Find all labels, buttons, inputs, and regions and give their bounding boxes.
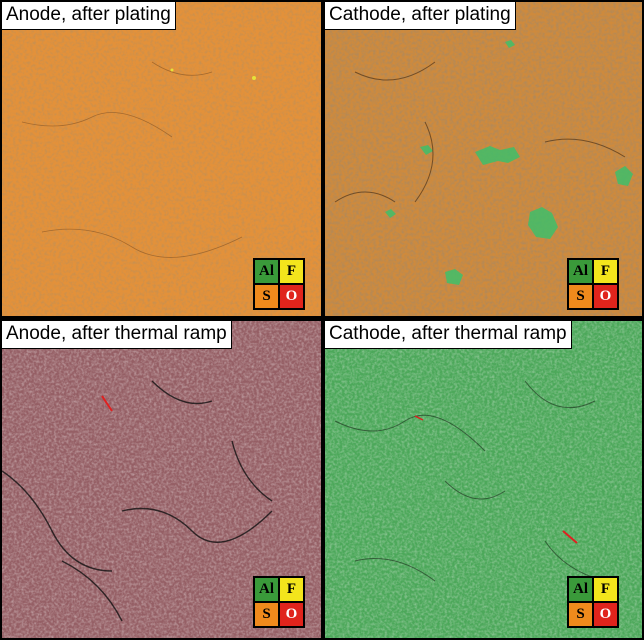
legend-cell-f: F [280, 260, 303, 283]
panel-title: Anode, after plating [2, 2, 176, 30]
element-legend: Al F S O [567, 576, 619, 628]
legend-cell-o: O [280, 603, 303, 626]
legend-cell-s: S [569, 285, 592, 308]
panel-cathode-after-thermal-ramp: Cathode, after thermal ramp Al F S O [325, 321, 642, 638]
legend-cell-s: S [255, 603, 278, 626]
micrograph-image [2, 2, 321, 316]
legend-cell-o: O [594, 285, 617, 308]
legend-cell-f: F [280, 578, 303, 601]
element-legend: Al F S O [253, 576, 305, 628]
panel-anode-after-plating: Anode, after plating Al F S O [2, 2, 321, 316]
legend-cell-o: O [280, 285, 303, 308]
legend-cell-al: Al [255, 260, 278, 283]
panel-title: Cathode, after plating [325, 2, 516, 30]
panel-anode-after-thermal-ramp: Anode, after thermal ramp Al F S O [2, 321, 321, 638]
legend-cell-f: F [594, 260, 617, 283]
legend-cell-al: Al [569, 260, 592, 283]
panel-title: Cathode, after thermal ramp [325, 321, 572, 349]
panel-cathode-after-plating: Cathode, after plating Al F S O [325, 2, 642, 316]
legend-cell-al: Al [255, 578, 278, 601]
legend-cell-s: S [569, 603, 592, 626]
legend-cell-f: F [594, 578, 617, 601]
element-legend: Al F S O [253, 258, 305, 310]
legend-cell-s: S [255, 285, 278, 308]
legend-cell-al: Al [569, 578, 592, 601]
element-legend: Al F S O [567, 258, 619, 310]
legend-cell-o: O [594, 603, 617, 626]
panel-title: Anode, after thermal ramp [2, 321, 232, 349]
